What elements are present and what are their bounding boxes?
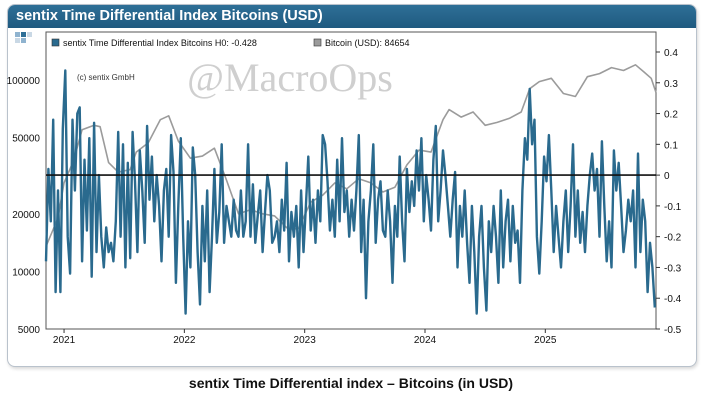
plot-frame: [45, 31, 657, 330]
y-right-tick-label-3: 0.1: [664, 140, 678, 151]
y-left-tick-label-0: 5000: [18, 325, 41, 336]
y-right-tick-label-0: 0.4: [664, 48, 678, 59]
legend-entry-0: sentix Time Differential Index Bitcoins …: [63, 38, 257, 48]
copyright-label: (c) sentix GmbH: [77, 73, 135, 82]
y-right-tick-label-5: -0.1: [664, 202, 682, 213]
y-right-tick-label-8: -0.4: [664, 294, 682, 305]
series-line-sentix-index: [44, 69, 656, 315]
y-left-tick-label-1: 10000: [12, 267, 40, 278]
y-right-tick-label-9: -0.5: [664, 325, 682, 336]
y-left-tick-label-4: 100000: [7, 76, 41, 87]
legend-entry-1: Bitcoin (USD): 84654: [325, 38, 410, 48]
figure-caption: sentix Time Differential index – Bitcoin…: [188, 375, 514, 391]
legend-swatch-0: [51, 38, 60, 47]
title-bar: sentix Time Differential Index Bitcoins …: [8, 5, 696, 28]
watermark: @MacroOps: [187, 55, 393, 100]
x-tick-label-2023: 2023: [294, 335, 317, 346]
chart-window-title: sentix Time Differential Index Bitcoins …: [16, 8, 323, 24]
legend-swatch-1: [313, 38, 322, 47]
y-left-tick-label-3: 50000: [12, 134, 40, 145]
chart-canvas: @MacroOps (c) sentix GmbH sentix Time Diff…: [7, 31, 682, 346]
x-tick-label-2025: 2025: [534, 335, 557, 346]
y-left-tick-label-2: 20000: [12, 210, 40, 221]
y-right-tick-label-1: 0.3: [664, 79, 678, 90]
y-right-tick-label-6: -0.2: [664, 233, 682, 244]
y-right-tick-label-7: -0.3: [664, 263, 682, 274]
x-tick-label-2022: 2022: [173, 335, 196, 346]
x-tick-label-2024: 2024: [414, 335, 437, 346]
y-right-tick-label-2: 0.2: [664, 110, 678, 121]
x-tick-label-2021: 2021: [53, 335, 76, 346]
y-right-tick-label-4: 0: [664, 171, 670, 182]
